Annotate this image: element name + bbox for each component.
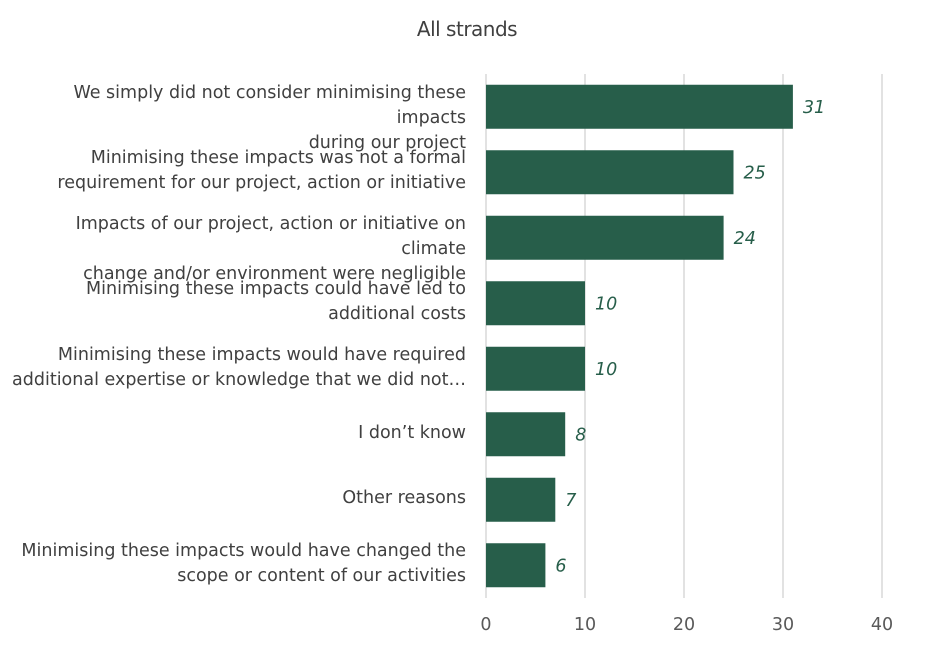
bar: [486, 215, 724, 260]
bar: [486, 346, 585, 391]
bar: [486, 477, 556, 522]
data-label: 24: [734, 229, 756, 249]
category-label: Impacts of our project, action or initia…: [75, 213, 466, 284]
x-tick-label: 0: [480, 615, 491, 635]
x-tick-label: 20: [673, 615, 695, 635]
bar: [486, 412, 566, 457]
category-label: Minimising these impacts would have requ…: [12, 344, 466, 390]
data-label: 8: [575, 425, 586, 445]
bar: [486, 150, 734, 195]
chart-title: All strands: [416, 17, 518, 41]
category-label: We simply did not consider minimising th…: [73, 82, 466, 153]
data-label: 10: [595, 294, 617, 314]
bar: [486, 84, 793, 129]
category-label: Other reasons: [342, 488, 466, 509]
data-label: 10: [595, 360, 617, 380]
x-tick-label: 10: [574, 615, 596, 635]
data-label: 31: [803, 98, 825, 118]
category-label: Minimising these impacts could have led …: [86, 279, 466, 325]
x-tick-label: 40: [871, 615, 893, 635]
x-tick-label: 30: [772, 615, 794, 635]
bar: [486, 281, 585, 326]
data-label: 6: [555, 556, 566, 576]
category-label: I don’t know: [358, 422, 466, 443]
bar: [486, 543, 546, 588]
data-label: 25: [744, 163, 766, 183]
category-label: Minimising these impacts was not a forma…: [57, 148, 466, 194]
data-label: 7: [565, 491, 576, 511]
category-label: Minimising these impacts would have chan…: [21, 541, 466, 587]
